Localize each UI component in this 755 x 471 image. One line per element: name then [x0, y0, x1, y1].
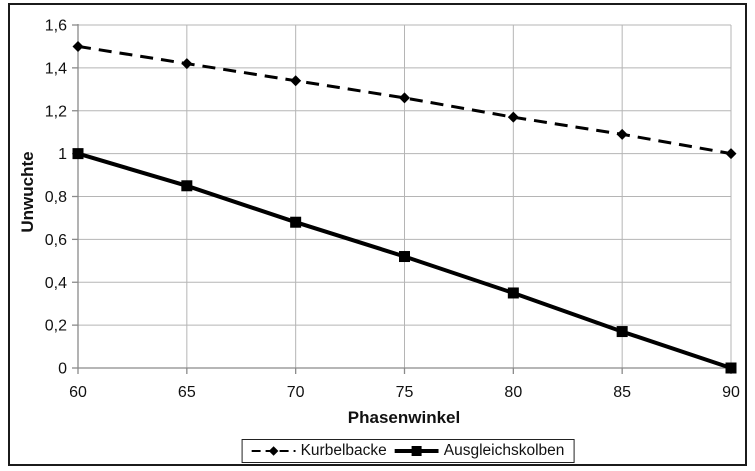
legend-item-kurbelbacke: Kurbelbacke — [251, 442, 387, 460]
x-tick-label: 80 — [504, 384, 522, 401]
square-marker — [725, 362, 737, 374]
x-tick-label: 90 — [722, 384, 740, 401]
y-tick-label: 0,6 — [45, 232, 67, 249]
diamond-marker — [181, 58, 193, 70]
kurbelbacke-dashed-diamond-icon — [251, 446, 296, 456]
legend-label-ausgleichskolben: Ausgleichskolben — [443, 442, 565, 459]
square-marker — [290, 216, 302, 228]
legend-item-ausgleichskolben: Ausgleichskolben — [394, 442, 565, 460]
diamond-marker — [616, 128, 628, 140]
square-marker — [181, 180, 193, 192]
legend-label-kurbelbacke: Kurbelbacke — [300, 442, 387, 459]
y-tick-label: 1,6 — [45, 18, 67, 35]
square-marker — [616, 326, 628, 338]
y-tick-label: 1 — [58, 146, 67, 163]
ausgleichskolben-solid-square-icon — [394, 446, 439, 456]
y-tick-label: 0,8 — [45, 189, 67, 206]
square-marker — [72, 148, 84, 160]
y-axis-title: Unwuchte — [18, 151, 37, 233]
chart-frame — [8, 3, 747, 466]
y-tick-label: 0 — [58, 361, 67, 378]
y-tick-label: 1,4 — [45, 60, 67, 77]
diamond-marker — [72, 40, 84, 52]
diamond-marker — [290, 75, 302, 87]
x-tick-label: 85 — [613, 384, 631, 401]
x-tick-label: 65 — [178, 384, 196, 401]
square-marker — [399, 251, 410, 263]
y-tick-label: 0,2 — [45, 318, 67, 335]
square-marker — [507, 287, 519, 299]
x-tick-label: 75 — [396, 384, 414, 401]
diamond-marker — [725, 148, 737, 160]
x-axis-title: Phasenwinkel — [347, 408, 461, 427]
y-tick-label: 0,4 — [45, 275, 67, 292]
x-tick-label: 70 — [287, 384, 305, 401]
legend: Kurbelbacke Ausgleichskolben — [241, 439, 575, 463]
diamond-marker — [507, 111, 519, 123]
y-tick-label: 1,2 — [45, 103, 67, 120]
x-tick-label: 60 — [69, 384, 87, 401]
diamond-marker — [399, 92, 410, 104]
